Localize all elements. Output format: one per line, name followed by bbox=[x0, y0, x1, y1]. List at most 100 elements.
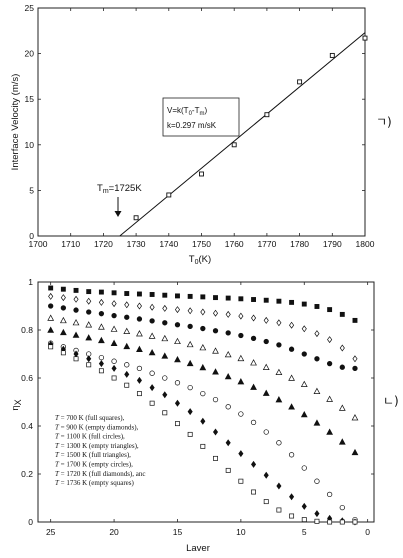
bottom-data-point bbox=[225, 310, 231, 318]
bottom-data-point bbox=[111, 312, 117, 319]
top-data-point bbox=[264, 112, 270, 118]
bottom-data-point bbox=[98, 323, 105, 330]
bottom-data-point bbox=[59, 328, 67, 336]
bottom-data-point bbox=[339, 344, 345, 352]
bottom-data-point bbox=[276, 319, 282, 327]
bottom-data-point bbox=[149, 318, 155, 324]
bottom-data-point bbox=[263, 338, 269, 345]
top-data-point bbox=[166, 192, 172, 198]
bottom-data-point bbox=[123, 342, 131, 350]
bottom-y-axis-label: ηX bbox=[10, 399, 23, 410]
bottom-data-point bbox=[250, 359, 257, 366]
legend-entry: T = 1500 K (full triangles), bbox=[55, 451, 131, 459]
bottom-data-point bbox=[148, 332, 156, 339]
bottom-data-point bbox=[86, 355, 92, 363]
fit-formula-line2: k=0.297 m/sK bbox=[167, 121, 217, 130]
bottom-data-point bbox=[288, 403, 295, 410]
top-data-point bbox=[297, 79, 303, 85]
bottom-y-tick-label: 0 bbox=[28, 517, 33, 527]
legend-entry-text: = 1300 K (empty triangles), bbox=[59, 442, 139, 450]
bottom-data-point bbox=[187, 323, 193, 330]
bottom-data-point bbox=[288, 452, 295, 458]
bottom-data-point bbox=[301, 325, 307, 333]
top-x-axis-label: T0(K) bbox=[189, 254, 211, 266]
bottom-data-point bbox=[124, 314, 130, 320]
bottom-data-point bbox=[225, 295, 231, 301]
bottom-data-point bbox=[212, 309, 219, 317]
bottom-data-point bbox=[72, 319, 80, 326]
bottom-data-point bbox=[124, 301, 130, 309]
bottom-data-point bbox=[339, 504, 345, 511]
legend-entry-text: = 700 K (full squares), bbox=[59, 414, 125, 422]
top-x-tick-label: 1740 bbox=[159, 239, 178, 249]
bottom-data-point bbox=[86, 309, 92, 315]
bottom-data-point bbox=[276, 440, 282, 446]
bottom-data-point bbox=[262, 363, 270, 370]
top-x-tick-label: 1760 bbox=[225, 239, 244, 249]
legend-entry-var: T bbox=[55, 479, 60, 487]
bottom-data-point bbox=[263, 499, 269, 505]
bottom-data-point bbox=[98, 298, 104, 306]
bottom-data-point bbox=[86, 297, 92, 305]
bottom-x-axis-label: Laver bbox=[186, 543, 210, 554]
bottom-axis-ticks: 25 20 15 10 5 0 0 0.2 0.4 0.6 0.8 1 bbox=[21, 277, 374, 537]
bottom-data-point bbox=[73, 295, 79, 303]
bottom-data-point bbox=[110, 339, 118, 346]
bottom-data-point bbox=[352, 519, 358, 525]
bottom-data-point bbox=[98, 354, 105, 361]
top-y-tick-label: 15 bbox=[25, 94, 35, 104]
tm-annotation-value: =1725K bbox=[109, 183, 143, 194]
bottom-data-point bbox=[111, 358, 117, 364]
bottom-data-point bbox=[225, 330, 231, 336]
bottom-data-point bbox=[48, 303, 54, 309]
bottom-data-point bbox=[162, 375, 168, 381]
bottom-x-tick-label: 0 bbox=[365, 527, 370, 537]
bottom-data-point bbox=[262, 389, 270, 396]
bottom-data-point bbox=[301, 502, 307, 510]
legend-entry-text: = 1500 K (full triangles), bbox=[59, 451, 131, 459]
top-axis-ticks: 1700 1710 1720 1730 1740 1750 1760 1770 1780 1790… bbox=[25, 3, 375, 249]
bottom-data-point bbox=[111, 300, 117, 308]
bottom-data-point bbox=[276, 298, 282, 304]
bottom-data-point bbox=[123, 327, 131, 334]
bottom-data-point bbox=[124, 362, 130, 368]
bottom-data-point bbox=[60, 350, 66, 356]
bottom-data-point bbox=[238, 450, 244, 458]
bottom-data-point bbox=[250, 419, 257, 426]
legend-entry: T = 700 K (full squares), bbox=[55, 414, 125, 422]
bottom-data-point bbox=[276, 482, 282, 490]
bottom-data-point bbox=[351, 414, 359, 421]
fit-formula-box bbox=[162, 97, 240, 137]
bottom-data-point bbox=[351, 448, 359, 456]
bottom-data-point bbox=[199, 363, 207, 371]
bottom-data-point bbox=[136, 302, 142, 310]
bottom-data-point bbox=[263, 471, 269, 479]
legend-entry: T = 1700 K (empty circles), bbox=[55, 461, 133, 469]
top-x-tick-label: 1780 bbox=[290, 239, 309, 249]
bottom-data-point bbox=[326, 395, 334, 402]
bottom-data-point bbox=[314, 518, 320, 524]
bottom-data-point bbox=[98, 311, 105, 317]
bottom-data-point bbox=[338, 438, 346, 445]
bottom-data-point bbox=[162, 292, 168, 298]
bottom-data-point bbox=[200, 390, 206, 397]
legend-entry: T = 1736 K (empty squares) bbox=[55, 479, 134, 487]
bottom-data-point bbox=[300, 410, 308, 418]
bottom-data-point bbox=[149, 303, 155, 311]
bottom-data-point bbox=[149, 400, 155, 406]
bottom-x-tick-label: 10 bbox=[236, 527, 246, 537]
bottom-data-point bbox=[200, 325, 206, 332]
top-data-point bbox=[329, 52, 335, 58]
bottom-data-point bbox=[327, 336, 333, 344]
bottom-data-point bbox=[111, 364, 117, 372]
bottom-data-point bbox=[314, 510, 320, 518]
bottom-data-point bbox=[149, 292, 155, 297]
bottom-data-point bbox=[237, 354, 245, 362]
bottom-data-point bbox=[352, 355, 358, 363]
bottom-data-point bbox=[301, 301, 307, 307]
bottom-data-point bbox=[86, 362, 92, 368]
bottom-data-point bbox=[149, 370, 155, 376]
bottom-data-point bbox=[263, 316, 269, 324]
bottom-data-point bbox=[124, 382, 130, 388]
bottom-data-point bbox=[238, 332, 244, 339]
